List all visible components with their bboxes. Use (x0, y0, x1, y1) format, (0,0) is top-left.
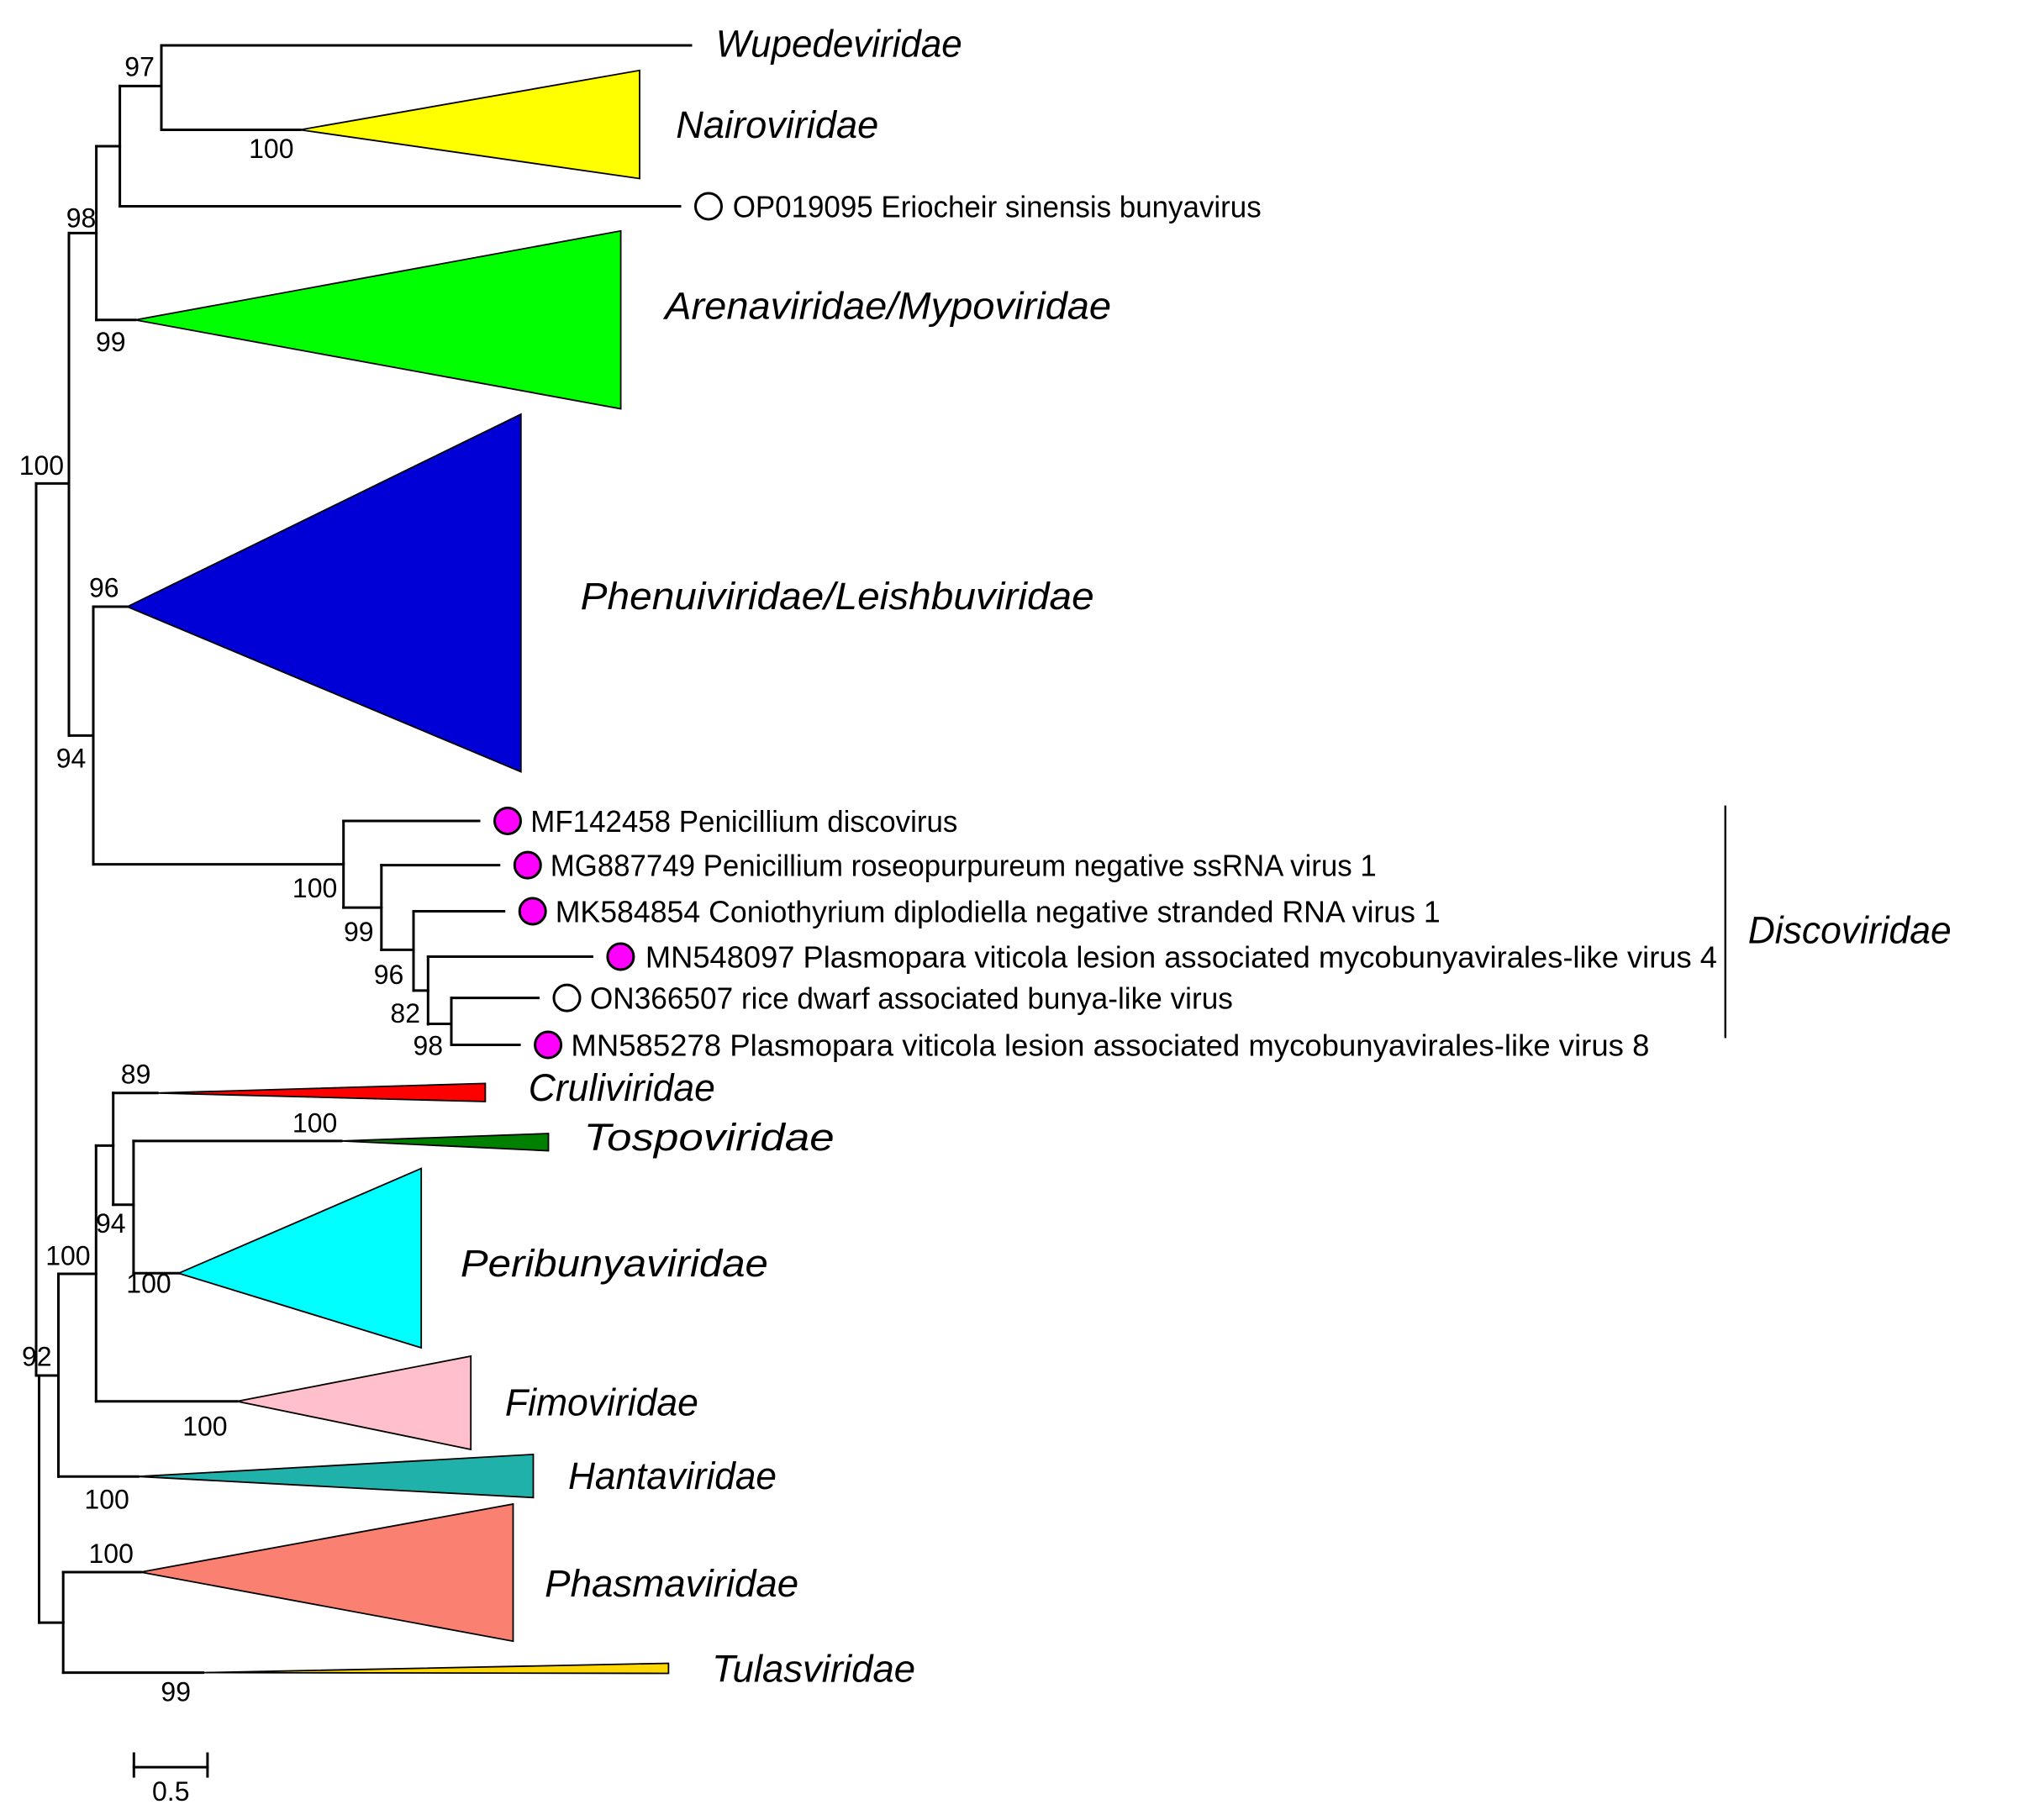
svg-text:97: 97 (124, 51, 155, 82)
svg-text:100: 100 (126, 1268, 171, 1298)
svg-text:MN585278 Plasmopara viticola l: MN585278 Plasmopara viticola lesion asso… (571, 1028, 1649, 1063)
svg-text:Arenaviridae/Mypoviridae: Arenaviridae/Mypoviridae (662, 284, 1111, 327)
svg-text:94: 94 (96, 1208, 126, 1239)
svg-text:82: 82 (390, 998, 420, 1028)
svg-text:100: 100 (249, 134, 293, 164)
svg-text:100: 100 (84, 1485, 129, 1515)
svg-text:98: 98 (66, 203, 97, 234)
svg-text:Wupedeviridae: Wupedeviridae (716, 23, 962, 66)
svg-text:98: 98 (414, 1031, 444, 1061)
svg-text:100: 100 (182, 1412, 227, 1442)
svg-text:94: 94 (56, 744, 87, 774)
svg-text:Tulasviridae: Tulasviridae (712, 1648, 915, 1691)
svg-text:99: 99 (96, 327, 126, 357)
svg-text:99: 99 (161, 1677, 191, 1707)
svg-text:MN548097 Plasmopara viticola l: MN548097 Plasmopara viticola lesion asso… (645, 940, 1717, 975)
svg-text:Fimoviridae: Fimoviridae (505, 1381, 698, 1424)
svg-text:MG887749 Penicillium roseopurp: MG887749 Penicillium roseopurpureum nega… (551, 849, 1377, 883)
svg-text:96: 96 (374, 960, 404, 990)
svg-text:Tospoviridae: Tospoviridae (584, 1116, 835, 1159)
svg-text:100: 100 (292, 873, 337, 903)
svg-text:100: 100 (89, 1539, 134, 1569)
svg-text:MK584854 Coniothyrium diplodie: MK584854 Coniothyrium diplodiella negati… (556, 895, 1441, 929)
svg-text:Phenuiviridae/Leishbuviridae: Phenuiviridae/Leishbuviridae (581, 575, 1094, 618)
svg-text:96: 96 (89, 572, 119, 602)
svg-text:OP019095 Eriocheir sinensis bu: OP019095 Eriocheir sinensis bunyavirus (733, 190, 1262, 224)
svg-text:ON366507 rice dwarf associated: ON366507 rice dwarf associated bunya-lik… (590, 981, 1233, 1016)
svg-text:0.5: 0.5 (152, 1776, 189, 1807)
svg-text:100: 100 (45, 1241, 90, 1271)
svg-text:Peribunyaviridae: Peribunyaviridae (461, 1242, 768, 1285)
svg-text:Phasmaviridae: Phasmaviridae (545, 1562, 798, 1605)
svg-text:100: 100 (19, 450, 64, 481)
svg-text:Discoviridae: Discoviridae (1748, 909, 1952, 952)
svg-text:89: 89 (121, 1060, 151, 1090)
svg-text:100: 100 (292, 1107, 337, 1138)
svg-text:92: 92 (22, 1342, 52, 1372)
svg-text:99: 99 (344, 917, 374, 947)
svg-text:MF142458 Penicillium discoviru: MF142458 Penicillium discovirus (530, 804, 957, 839)
svg-text:Cruliviridae: Cruliviridae (529, 1066, 715, 1109)
svg-text:Hantaviridae: Hantaviridae (568, 1454, 777, 1497)
svg-text:Nairoviridae: Nairoviridae (676, 103, 878, 146)
